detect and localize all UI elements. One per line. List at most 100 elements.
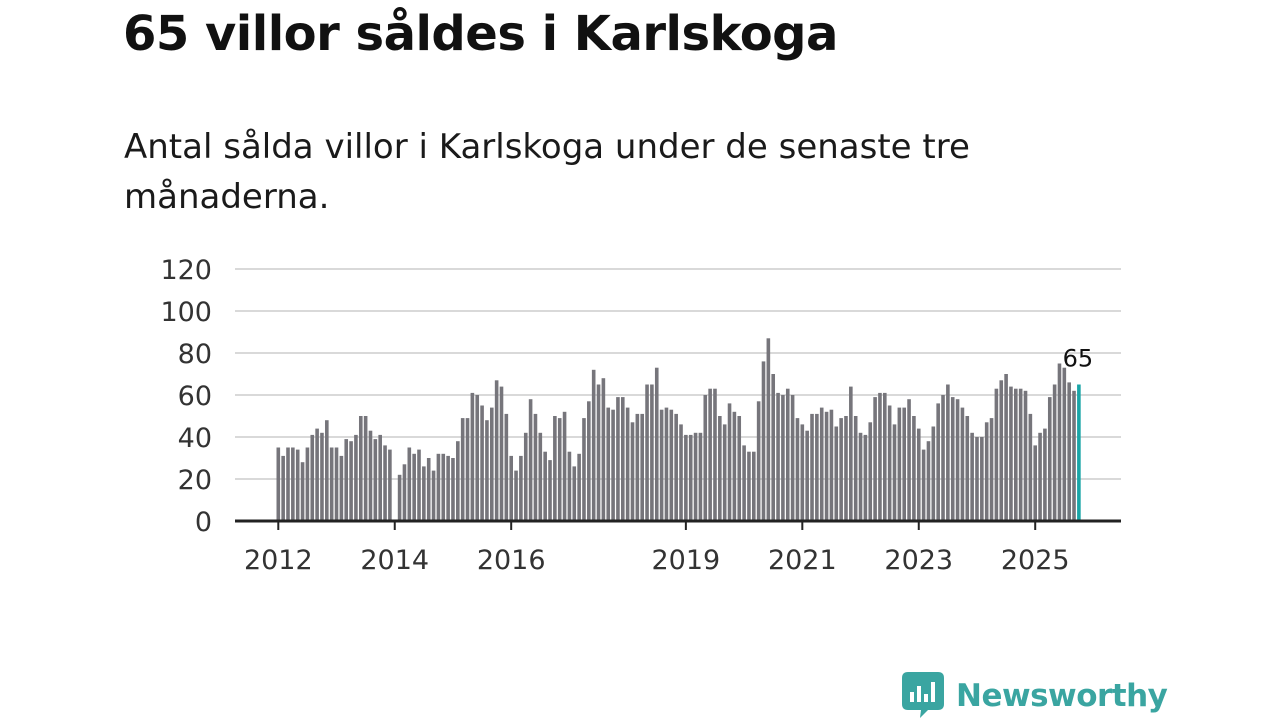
- bar: [460, 418, 465, 521]
- bar: [388, 449, 392, 521]
- bar: [1043, 428, 1047, 521]
- bar: [446, 455, 450, 521]
- bar: [708, 388, 712, 521]
- bar: [805, 430, 809, 521]
- bar: [785, 388, 790, 521]
- bar: [548, 460, 552, 521]
- bar: [907, 399, 911, 521]
- bar: [868, 422, 873, 521]
- bar: [538, 432, 543, 521]
- bar: [276, 447, 281, 521]
- bar: [291, 447, 295, 521]
- bar: [761, 361, 766, 521]
- bar: [892, 424, 897, 521]
- bar: [824, 411, 829, 521]
- bar: [926, 441, 931, 521]
- bar: [368, 430, 373, 521]
- bar: [955, 399, 960, 521]
- bar: [737, 416, 742, 521]
- bar: [970, 432, 974, 521]
- bar: [383, 445, 387, 521]
- bar: [756, 401, 761, 521]
- bar: [431, 470, 436, 521]
- bar: [693, 432, 698, 521]
- bar: [980, 437, 984, 521]
- bar: [286, 447, 290, 521]
- bar: [834, 426, 839, 521]
- bar: [863, 434, 868, 521]
- bar: [339, 455, 344, 521]
- y-axis-ticks: 0 20 40 60 80 100 120: [160, 255, 212, 538]
- bar: [679, 424, 683, 521]
- bar: [815, 413, 819, 521]
- bar: [504, 413, 509, 521]
- x-tick-label: 2014: [360, 545, 429, 576]
- x-tick-label: 2019: [652, 545, 721, 576]
- bar: [912, 416, 916, 521]
- x-axis-ticks: 2012 2014 2016 2019 2021 2023 2025: [244, 521, 1070, 576]
- newsworthy-logo: Newsworthy: [902, 672, 1168, 720]
- bar: [1052, 384, 1057, 521]
- bar: [470, 392, 475, 521]
- highlight-value-label: 65: [1063, 345, 1094, 373]
- bar: [596, 384, 601, 521]
- bar: [325, 420, 329, 521]
- bar: [616, 397, 620, 521]
- bar: [902, 407, 907, 521]
- bar: [994, 388, 999, 521]
- bar: [999, 380, 1004, 521]
- y-tick-label: 60: [178, 381, 212, 412]
- bar: [606, 407, 611, 521]
- bar: [1009, 386, 1013, 521]
- bar: [620, 397, 625, 521]
- bar: [989, 418, 994, 521]
- bar: [878, 392, 882, 521]
- bar: [1004, 374, 1008, 521]
- bar: [354, 434, 358, 521]
- bar: [640, 413, 644, 521]
- bar: [965, 416, 970, 521]
- bar: [494, 380, 499, 521]
- bar: [732, 411, 737, 521]
- bar: [984, 422, 989, 521]
- bar: [422, 466, 426, 521]
- bar: [378, 434, 382, 521]
- x-tick-label: 2023: [884, 545, 953, 576]
- bar: [1062, 367, 1067, 521]
- bar: [722, 424, 727, 521]
- bar: [456, 441, 460, 521]
- bar: [950, 397, 955, 521]
- bar: [819, 407, 824, 521]
- bar: [921, 449, 926, 521]
- bar: [329, 447, 334, 521]
- bar: [897, 407, 902, 521]
- bar: [373, 439, 378, 521]
- bar: [960, 407, 965, 521]
- bar: [310, 434, 315, 521]
- y-tick-label: 0: [195, 507, 212, 538]
- bar: [625, 407, 630, 521]
- bar: [358, 416, 363, 521]
- bar: [931, 426, 936, 521]
- bar: [441, 453, 446, 521]
- bar: [300, 462, 305, 521]
- bar: [591, 369, 596, 521]
- bar: [650, 384, 654, 521]
- bar: [829, 409, 834, 521]
- newsworthy-logo-icon: [902, 672, 944, 718]
- x-tick-label: 2021: [768, 545, 837, 576]
- x-tick-label: 2016: [477, 545, 546, 576]
- bar: [941, 395, 945, 521]
- bar: [795, 418, 800, 521]
- bar: [975, 437, 979, 521]
- bar: [436, 453, 441, 521]
- bar: [523, 432, 528, 521]
- bar: [883, 392, 887, 521]
- bar: [601, 378, 606, 521]
- bar: [727, 403, 732, 521]
- bar: [630, 422, 635, 521]
- bar: [873, 397, 877, 521]
- bar: [363, 416, 368, 521]
- bar: [936, 403, 940, 521]
- y-tick-label: 120: [160, 255, 212, 286]
